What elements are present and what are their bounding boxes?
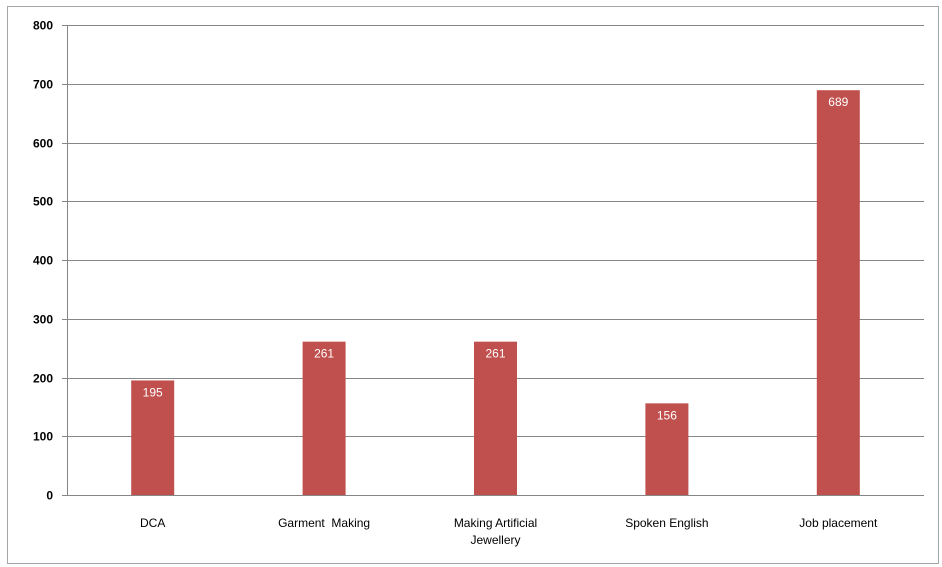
- bar: [645, 403, 689, 495]
- data-label: 261: [314, 347, 334, 361]
- data-labels: 195 261 261 156 689: [143, 95, 849, 422]
- bars: [131, 90, 860, 496]
- x-tick-label-line: Making Artificial: [454, 516, 537, 530]
- x-tick-label: Making Artificial Jewellery: [454, 516, 537, 547]
- x-tick-label: DCA: [140, 516, 165, 530]
- x-tick-label: Spoken English: [625, 516, 708, 530]
- bar: [131, 380, 175, 495]
- x-axis-labels: DCA Garment Making Making Artificial Jewell…: [140, 516, 878, 547]
- y-tick-label: 0: [46, 489, 53, 503]
- y-tick-label: 600: [33, 137, 53, 151]
- x-tick-label: Garment Making: [278, 516, 370, 530]
- x-tick-label-line: Jewellery: [470, 533, 520, 547]
- x-tick-label-line: Spoken English: [625, 516, 708, 530]
- y-tick-label: 300: [33, 313, 53, 327]
- y-tick-label: 700: [33, 78, 53, 92]
- bar: [302, 341, 346, 495]
- x-tick-label: Job placement: [799, 516, 878, 530]
- data-label: 261: [485, 347, 505, 361]
- y-axis-ticks: 0 100 200 300 400 500 600 700 800: [33, 19, 53, 503]
- data-label: 195: [143, 385, 163, 399]
- x-tick-label-line: Garment Making: [278, 516, 370, 530]
- data-label: 156: [657, 408, 677, 422]
- bar: [474, 341, 517, 495]
- x-tick-label-line: DCA: [140, 516, 165, 530]
- y-tick-label: 200: [33, 372, 53, 386]
- bar: [816, 90, 860, 496]
- y-tick-label: 100: [33, 430, 53, 444]
- y-tick-label: 800: [33, 19, 53, 33]
- gridlines: [62, 25, 924, 496]
- data-label: 689: [828, 95, 848, 109]
- y-tick-label: 500: [33, 195, 53, 209]
- x-tick-label-line: Job placement: [799, 516, 878, 530]
- y-tick-label: 400: [33, 254, 53, 268]
